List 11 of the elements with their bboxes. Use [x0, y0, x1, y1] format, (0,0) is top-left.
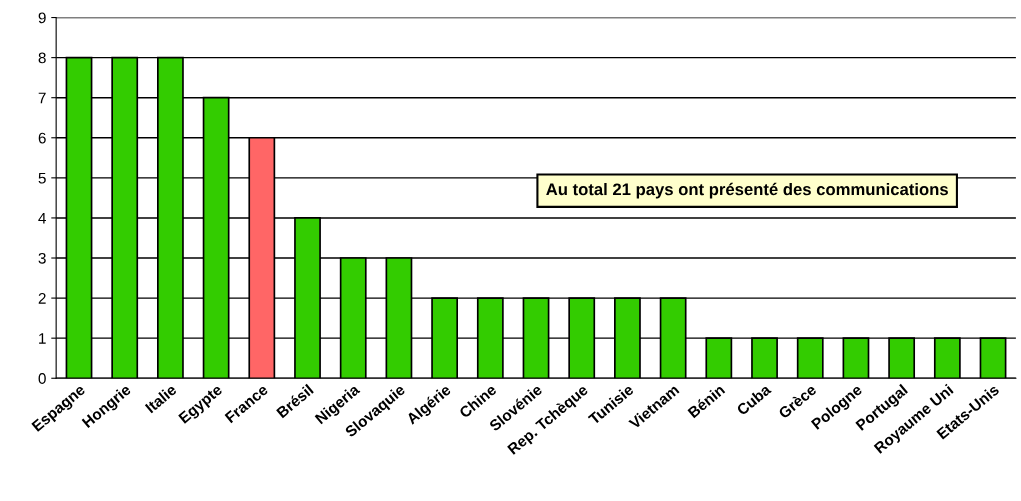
- y-tick-label: 2: [38, 292, 46, 304]
- y-tick-label: 5: [38, 172, 46, 184]
- y-tick-label: 8: [38, 52, 46, 64]
- y-tick-label: 3: [38, 252, 46, 264]
- y-tick-label: 9: [38, 12, 46, 24]
- y-tick-label: 0: [38, 373, 46, 384]
- y-tick-label: 6: [38, 132, 46, 144]
- y-tick-label: 7: [38, 92, 46, 104]
- y-tick-label: 1: [39, 333, 46, 344]
- annotation: Au total 21 pays ont présenté des communications: [546, 182, 948, 199]
- y-tick-label: 4: [38, 212, 46, 224]
